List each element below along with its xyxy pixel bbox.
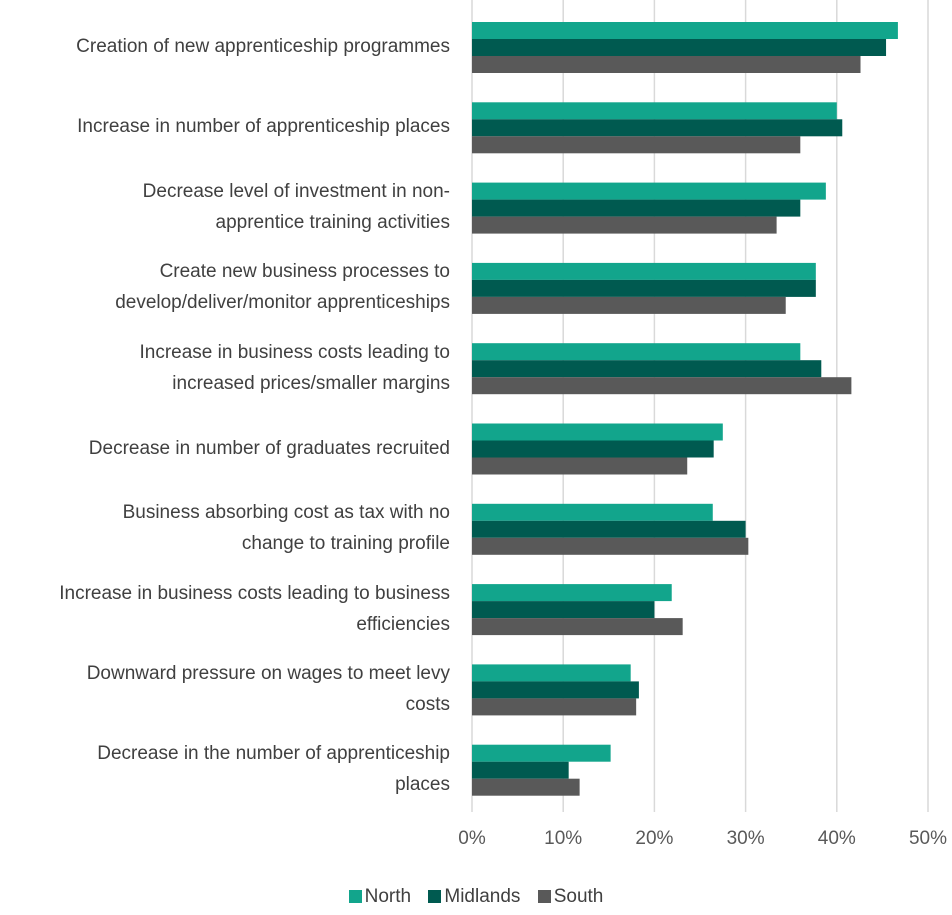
legend-label-midlands: Midlands [444, 886, 521, 907]
bar-north-1 [472, 102, 837, 120]
bar-south-8 [472, 698, 637, 716]
category-label: Downward pressure on wages to meet levy … [86, 662, 450, 715]
category-label: Decrease in the number of apprenticeship… [97, 743, 450, 796]
category-label: Create new business processes to develop… [115, 261, 450, 314]
bar-midlands-1 [472, 119, 843, 137]
bar-north-0 [472, 22, 898, 39]
x-tick-label: 40% [817, 828, 856, 849]
x-tick-label: 50% [908, 828, 948, 849]
bar-midlands-9 [472, 761, 569, 779]
bar-north-4 [472, 343, 801, 361]
legend-item-south: South [537, 886, 604, 908]
x-tick-label: 20% [635, 828, 674, 849]
bar-north-9 [472, 744, 611, 762]
bar-midlands-4 [472, 360, 822, 378]
bar-midlands-5 [472, 440, 714, 458]
bar-north-6 [472, 503, 713, 521]
bar-midlands-6 [472, 520, 746, 538]
legend-swatch-south [537, 890, 551, 903]
bar-south-9 [472, 778, 580, 796]
bar-south-3 [472, 296, 786, 314]
category-label: Increase in business costs leading to bu… [59, 582, 450, 635]
bar-midlands-7 [472, 601, 655, 619]
bar-south-6 [472, 537, 749, 555]
legend-swatch-midlands [428, 890, 442, 903]
bar-south-5 [472, 457, 688, 475]
x-tick-label: 10% [544, 828, 583, 849]
bar-north-7 [472, 584, 672, 602]
category-label: Decrease in number of graduates recruite… [88, 437, 450, 459]
bar-south-1 [472, 136, 801, 154]
bar-north-3 [472, 262, 816, 280]
bar-midlands-2 [472, 199, 801, 217]
bar-south-2 [472, 216, 777, 234]
bar-midlands-0 [472, 39, 887, 56]
bar-south-4 [472, 377, 852, 395]
legend-swatch-north [348, 890, 362, 903]
bar-south-7 [472, 618, 683, 636]
legend-item-midlands: Midlands [428, 886, 520, 908]
bar-midlands-3 [472, 279, 816, 297]
category-label: Creation of new apprenticeship programme… [76, 36, 450, 57]
bar-north-5 [472, 423, 723, 441]
category-label: Increase in number of apprenticeship pla… [77, 116, 450, 138]
x-tick-label: 0% [458, 828, 486, 849]
bar-midlands-8 [472, 681, 639, 699]
category-label: Decrease level of investment in non- app… [142, 181, 450, 234]
legend-label-south: South [553, 886, 604, 907]
legend-label-north: North [364, 886, 412, 907]
category-label: Increase in business costs leading to in… [139, 341, 450, 394]
category-label: Business absorbing cost as tax with no c… [122, 502, 450, 555]
legend-item-north: North [348, 886, 412, 908]
bar-north-8 [472, 664, 631, 682]
bar-north-2 [472, 182, 826, 200]
x-tick-label: 30% [726, 828, 765, 849]
legend: North Midlands South [0, 886, 952, 908]
bar-south-0 [472, 56, 861, 73]
